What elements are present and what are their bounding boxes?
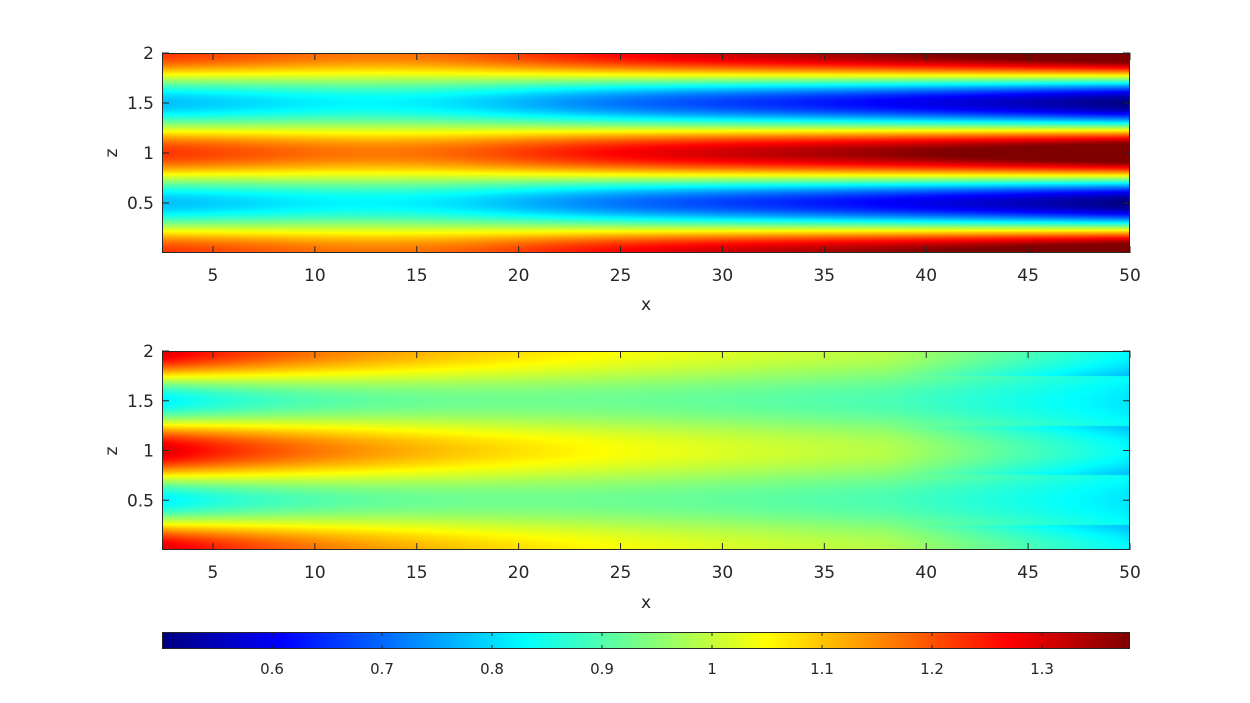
top-x-tick-label: 30: [712, 266, 734, 286]
colorbar-tick-marks: [271, 632, 1043, 649]
bottom-heatmap-image: [162, 351, 1130, 550]
bottom-x-tick-label: 15: [406, 563, 428, 583]
bottom-y-tick-label: 0.5: [127, 491, 154, 511]
bottom-y-tick-label: 1.5: [127, 392, 154, 412]
bottom-x-axis-label: x: [641, 593, 651, 613]
bottom-x-tick-label: 50: [1119, 563, 1141, 583]
top-x-tick-labels: 5 10 15 20 25 30 35 40 45 50: [208, 266, 1141, 286]
top-y-axis-label: z: [102, 148, 122, 157]
top-x-axis-label: x: [641, 295, 651, 315]
top-heatmap-image: [162, 53, 1130, 253]
bottom-x-tick-label: 45: [1017, 563, 1039, 583]
colorbar-tick-label: 0.6: [260, 660, 284, 678]
top-x-tick-label: 45: [1017, 266, 1039, 286]
bottom-y-tick-labels: 0.5 1 1.5 2: [127, 342, 154, 511]
colorbar-tick-labels: 0.6 0.7 0.8 0.9 1 1.1 1.2 1.3: [260, 660, 1054, 678]
colorbar-gradient: [162, 632, 1130, 649]
bottom-x-tick-label: 20: [508, 563, 530, 583]
top-x-tick-label: 50: [1119, 266, 1141, 286]
colorbar-frame: [162, 632, 1130, 649]
bottom-tick-marks: [162, 350, 1131, 550]
bottom-x-tick-label: 25: [610, 563, 632, 583]
top-y-tick-label: 0.5: [127, 194, 154, 214]
top-x-tick-label: 35: [813, 266, 835, 286]
top-x-tick-label: 10: [304, 266, 326, 286]
top-x-tick-label: 40: [915, 266, 937, 286]
colorbar: 0.6 0.7 0.8 0.9 1 1.1 1.2 1.3: [162, 632, 1130, 678]
colorbar-tick-label: 1.3: [1030, 660, 1054, 678]
bottom-y-tick-label: 2: [143, 342, 154, 362]
top-x-tick-label: 5: [208, 266, 219, 286]
top-heatmap-axes: 5 10 15 20 25 30 35 40 45 50 0.5 1 1.5 2 x z: [102, 44, 1141, 315]
top-y-tick-label: 2: [143, 44, 154, 64]
top-y-tick-labels: 0.5 1 1.5 2: [127, 44, 154, 214]
top-x-tick-label: 20: [508, 266, 530, 286]
bottom-heatmap-axes: 5 10 15 20 25 30 35 40 45 50 0.5 1 1.5 2 x z: [102, 342, 1141, 613]
top-tick-marks: [162, 52, 1131, 253]
colorbar-tick-label: 1.1: [810, 660, 834, 678]
bottom-x-tick-labels: 5 10 15 20 25 30 35 40 45 50: [208, 563, 1141, 583]
bottom-y-axis-label: z: [102, 446, 122, 455]
bottom-x-tick-label: 40: [915, 563, 937, 583]
colorbar-tick-label: 0.7: [370, 660, 394, 678]
bottom-x-tick-label: 10: [304, 563, 326, 583]
top-y-tick-label: 1.5: [127, 94, 154, 114]
bottom-x-tick-label: 30: [712, 563, 734, 583]
top-x-tick-label: 15: [406, 266, 428, 286]
top-x-tick-label: 25: [610, 266, 632, 286]
colorbar-tick-label: 1.2: [920, 660, 944, 678]
bottom-y-tick-label: 1: [143, 442, 154, 462]
colorbar-tick-label: 0.9: [590, 660, 614, 678]
colorbar-tick-label: 0.8: [480, 660, 504, 678]
bottom-x-tick-label: 5: [208, 563, 219, 583]
top-y-tick-label: 1: [143, 144, 154, 164]
bottom-x-tick-label: 35: [813, 563, 835, 583]
colorbar-tick-label: 1: [707, 660, 717, 678]
